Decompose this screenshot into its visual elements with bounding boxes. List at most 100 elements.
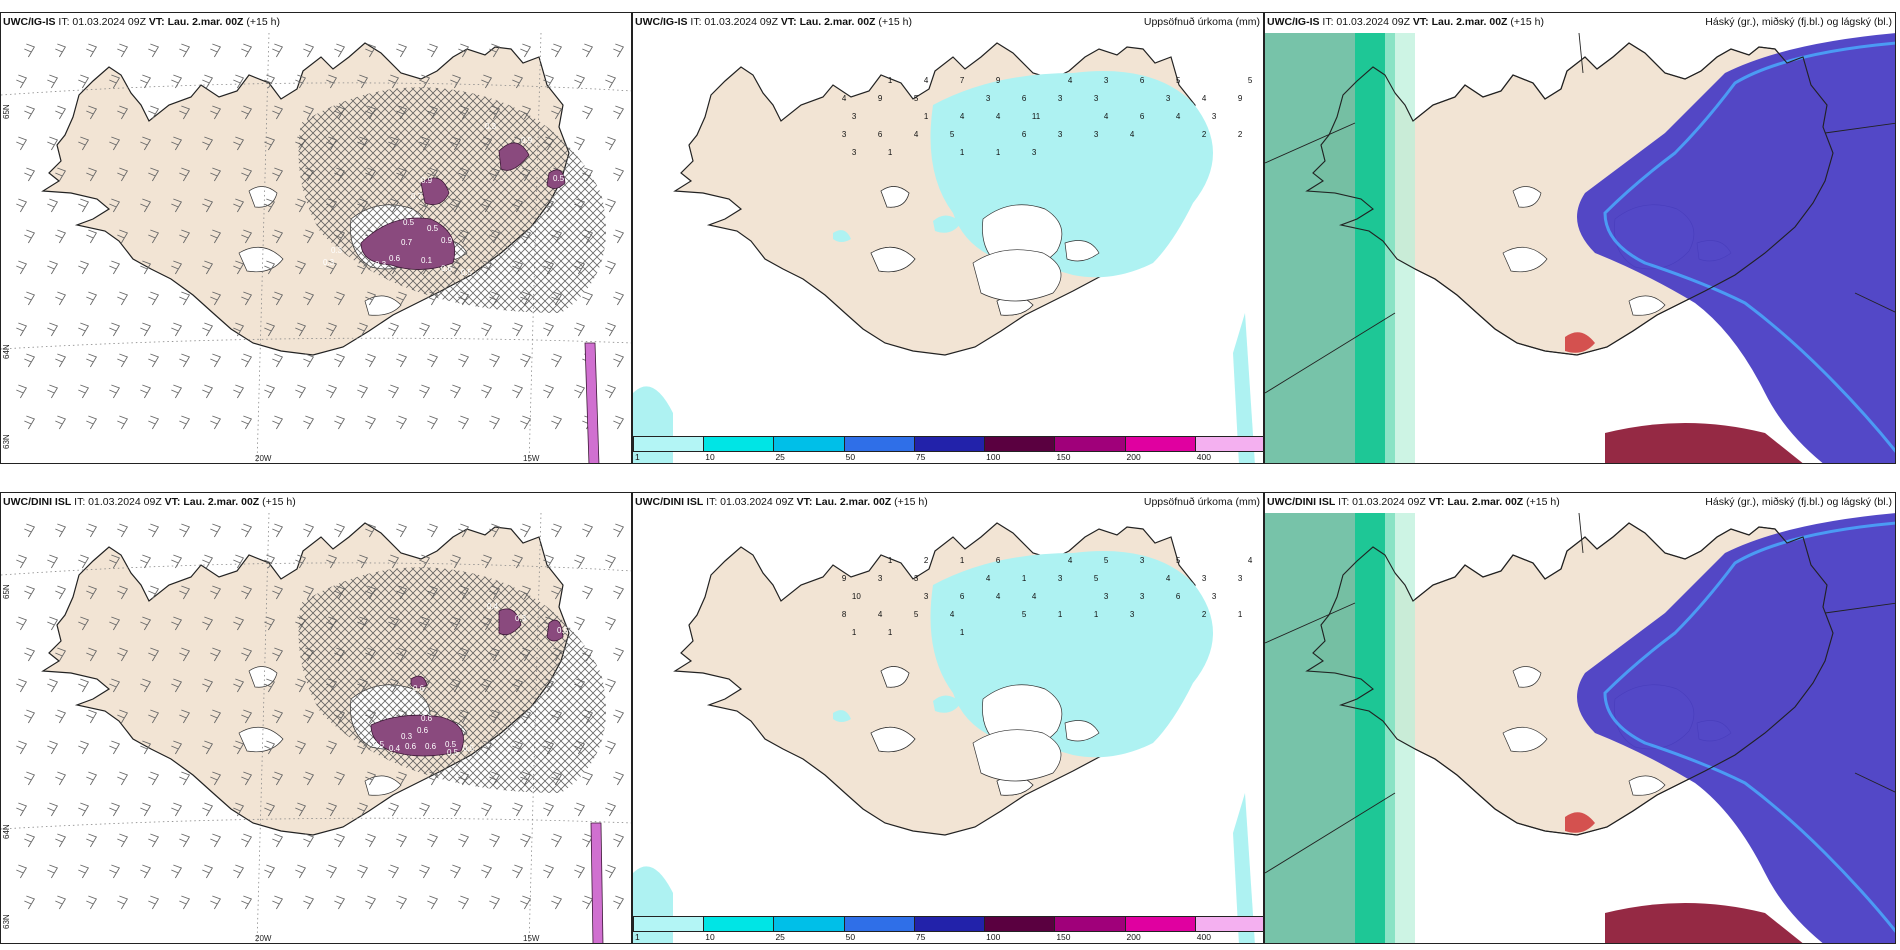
precip-value-label: 3 bbox=[852, 148, 857, 157]
colorbar-swatch bbox=[1054, 916, 1126, 932]
precip-value-label: 1 bbox=[1094, 610, 1099, 619]
high-cloud-band bbox=[1385, 33, 1415, 463]
glacier-area bbox=[1628, 295, 1666, 316]
glacier-area bbox=[1512, 666, 1542, 688]
precip-value-label: 3 bbox=[1058, 94, 1063, 103]
wind-value-label: 0.3 bbox=[323, 258, 335, 267]
precip-value-label: 1 bbox=[888, 76, 893, 85]
wind-panel-1: UWC/IG-IS IT: 01.03.2024 09Z VT: Lau. 2.… bbox=[0, 12, 632, 464]
boundary-lines bbox=[1265, 32, 1895, 394]
precip-value-label: 3 bbox=[1058, 130, 1063, 139]
colorbar-swatch bbox=[633, 916, 705, 932]
wind-value-label: 0.9 bbox=[521, 136, 533, 145]
colorbar-tick-label: 1 bbox=[635, 932, 640, 942]
precip-value-label: 6 bbox=[960, 592, 965, 601]
wind-value-label: 0.7 bbox=[401, 238, 413, 247]
colorbar-tick-label: 1 bbox=[635, 452, 640, 462]
colorbar-tick-label: 150 bbox=[1056, 452, 1071, 462]
precip-value-label: 3 bbox=[1058, 574, 1063, 583]
cloud-panel-2: UWC/DINI ISL IT: 01.03.2024 09Z VT: Lau.… bbox=[1264, 492, 1896, 944]
precip-value-label: 4 bbox=[996, 112, 1001, 121]
precip-value-label: 3 bbox=[1104, 76, 1109, 85]
colorbar-swatch bbox=[703, 916, 775, 932]
wind-value-label: 0.3 bbox=[515, 614, 527, 623]
wind-value-label: 0.6 bbox=[441, 264, 453, 273]
wind-value-label: 0.7 bbox=[411, 192, 423, 201]
precip-value-label: 8 bbox=[842, 610, 847, 619]
cloud-map bbox=[1265, 13, 1895, 463]
precip-value-label: 1 bbox=[960, 148, 965, 157]
wind-value-label: 0.6 bbox=[405, 742, 417, 751]
precip-panel-1: UWC/IG-IS IT: 01.03.2024 09Z VT: Lau. 2.… bbox=[632, 12, 1264, 464]
colorbar-swatch bbox=[1194, 436, 1263, 452]
colorbar-swatch bbox=[633, 436, 705, 452]
wind-value-label: 0.4 bbox=[487, 602, 499, 611]
glacier-area bbox=[238, 246, 284, 273]
cloud-panel-1: UWC/IG-IS IT: 01.03.2024 09Z VT: Lau. 2.… bbox=[1264, 12, 1896, 464]
precip-value-label: 4 bbox=[878, 610, 883, 619]
precip-value-label: 5 bbox=[1248, 76, 1253, 85]
precip-value-label: 3 bbox=[1140, 592, 1145, 601]
glacier-area bbox=[248, 666, 278, 688]
precip-value-label: 3 bbox=[924, 592, 929, 601]
precip-map: 1 2 1 6 4 5 3 5 49 3 3 4 1 3 5 4 3 310 3 6 4 4 3 3 6 38 4 5 4 5 1 1 3 2 11… bbox=[633, 493, 1263, 943]
glacier-area bbox=[1628, 775, 1666, 796]
precip-value-label: 1 bbox=[996, 148, 1001, 157]
precip-value-label: 4 bbox=[1068, 76, 1073, 85]
precip-value-label: 11 bbox=[1032, 112, 1041, 121]
precip-value-label: 9 bbox=[1238, 94, 1243, 103]
precip-value-label: 7 bbox=[960, 76, 965, 85]
precip-value-label: 5 bbox=[1176, 556, 1181, 565]
precip-value-label: 3 bbox=[878, 574, 883, 583]
wind-map: 0.40.30.5 0.4 0.6 0.6 0.5 0.50.60.60.30.50.60… bbox=[1, 493, 631, 943]
colorbar-tick-label: 10 bbox=[705, 932, 715, 942]
wind-value-label: 0.6 bbox=[421, 714, 433, 723]
graticule-label: 65N bbox=[2, 584, 11, 599]
glacier-area bbox=[1064, 720, 1100, 742]
low-cloud-area bbox=[1565, 812, 1595, 833]
precip-value-label: 4 bbox=[1202, 94, 1207, 103]
graticule-label: 64N bbox=[2, 344, 11, 359]
precip-value-label: 4 bbox=[842, 94, 847, 103]
precip-value-label: 2 bbox=[924, 556, 929, 565]
low-cloud-area bbox=[1605, 903, 1803, 943]
precip-value-label: 10 bbox=[852, 592, 861, 601]
precip-value-label: 5 bbox=[1022, 610, 1027, 619]
glacier-area bbox=[248, 186, 278, 208]
coastline bbox=[1305, 42, 1834, 356]
precip-colorbar: 1 10 25 50 75 100 150 200 400 bbox=[633, 436, 1263, 463]
wind-value-label: 0.5 bbox=[445, 740, 457, 749]
graticule-label: 20W bbox=[255, 934, 272, 943]
precip-value-label: 5 bbox=[914, 94, 919, 103]
colorbar-swatch bbox=[984, 916, 1056, 932]
cloud-title: Háský (gr.), miðský (fj.bl.) og lágský (… bbox=[1705, 496, 1892, 508]
glacier-area bbox=[972, 729, 1062, 782]
wind-value-label: 0.3 bbox=[331, 246, 343, 255]
high-cloud-band bbox=[1385, 513, 1415, 943]
precip-value-label: 9 bbox=[996, 76, 1001, 85]
precip-value-label: 4 bbox=[1166, 574, 1171, 583]
colorbar-tick-label: 100 bbox=[986, 932, 1001, 942]
precip-title: Uppsöfnuð úrkoma (mm) bbox=[1143, 16, 1260, 28]
precip-value-label: 1 bbox=[852, 628, 857, 637]
precip-value-label: 3 bbox=[852, 112, 857, 121]
wind-value-label: 0.6 bbox=[413, 684, 425, 693]
precip-value-label: 4 bbox=[996, 592, 1001, 601]
wind-map: 0.30.90.90.70.30.7 0.90.60.3 0.10.6 0.50.50… bbox=[1, 13, 631, 463]
precip-value-label: 6 bbox=[996, 556, 1001, 565]
boundary-lines bbox=[1265, 512, 1895, 874]
colorbar-tick-label: 400 bbox=[1196, 932, 1211, 942]
colorbar-swatch bbox=[843, 436, 915, 452]
wind-value-label: 0.6 bbox=[425, 742, 437, 751]
cloud-layers bbox=[1265, 33, 1895, 463]
precip-value-label: 6 bbox=[1022, 130, 1027, 139]
graticule-label: 65N bbox=[2, 104, 11, 119]
precip-value-label: 4 bbox=[960, 112, 965, 121]
cloud-map bbox=[1265, 493, 1895, 943]
precip-value-label: 4 bbox=[1068, 556, 1073, 565]
precip-value-label: 3 bbox=[1094, 94, 1099, 103]
graticule-label: 20W bbox=[255, 454, 272, 463]
precip-value-label: 3 bbox=[1140, 556, 1145, 565]
wind-value-label: 0.5 bbox=[403, 218, 415, 227]
glacier-area bbox=[880, 186, 910, 208]
